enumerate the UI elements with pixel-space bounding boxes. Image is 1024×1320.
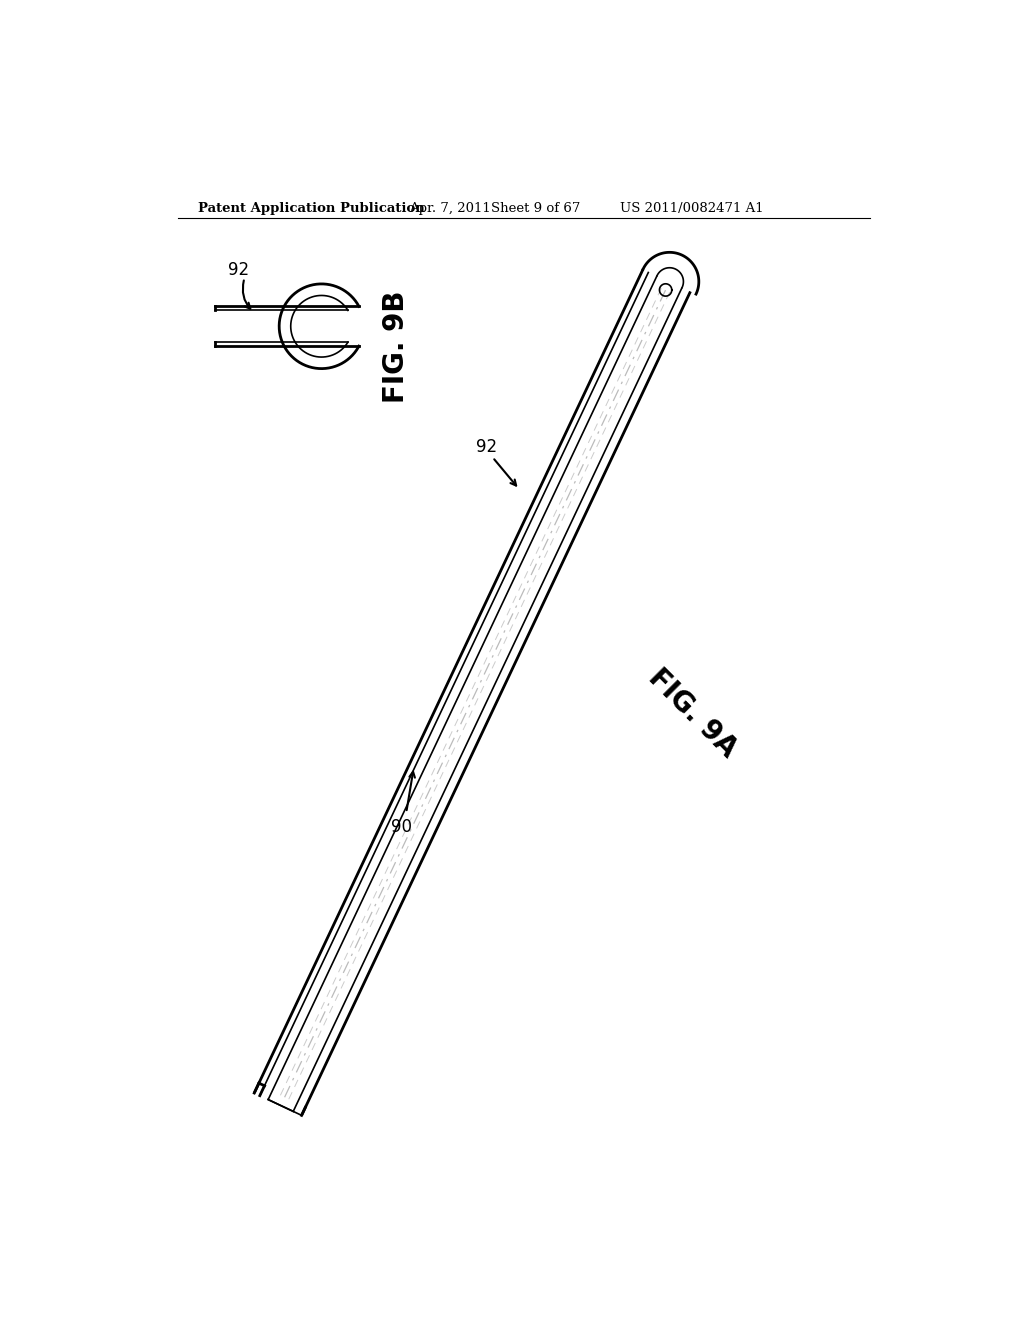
Text: FIG. 9A: FIG. 9A: [643, 663, 742, 763]
Text: 92: 92: [227, 261, 249, 279]
Text: 92: 92: [476, 438, 497, 457]
Text: Sheet 9 of 67: Sheet 9 of 67: [490, 202, 581, 215]
Text: Apr. 7, 2011: Apr. 7, 2011: [410, 202, 492, 215]
Text: US 2011/0082471 A1: US 2011/0082471 A1: [620, 202, 763, 215]
Text: 90: 90: [391, 818, 412, 836]
Text: FIG. 9B: FIG. 9B: [382, 290, 411, 404]
Text: Patent Application Publication: Patent Application Publication: [199, 202, 425, 215]
